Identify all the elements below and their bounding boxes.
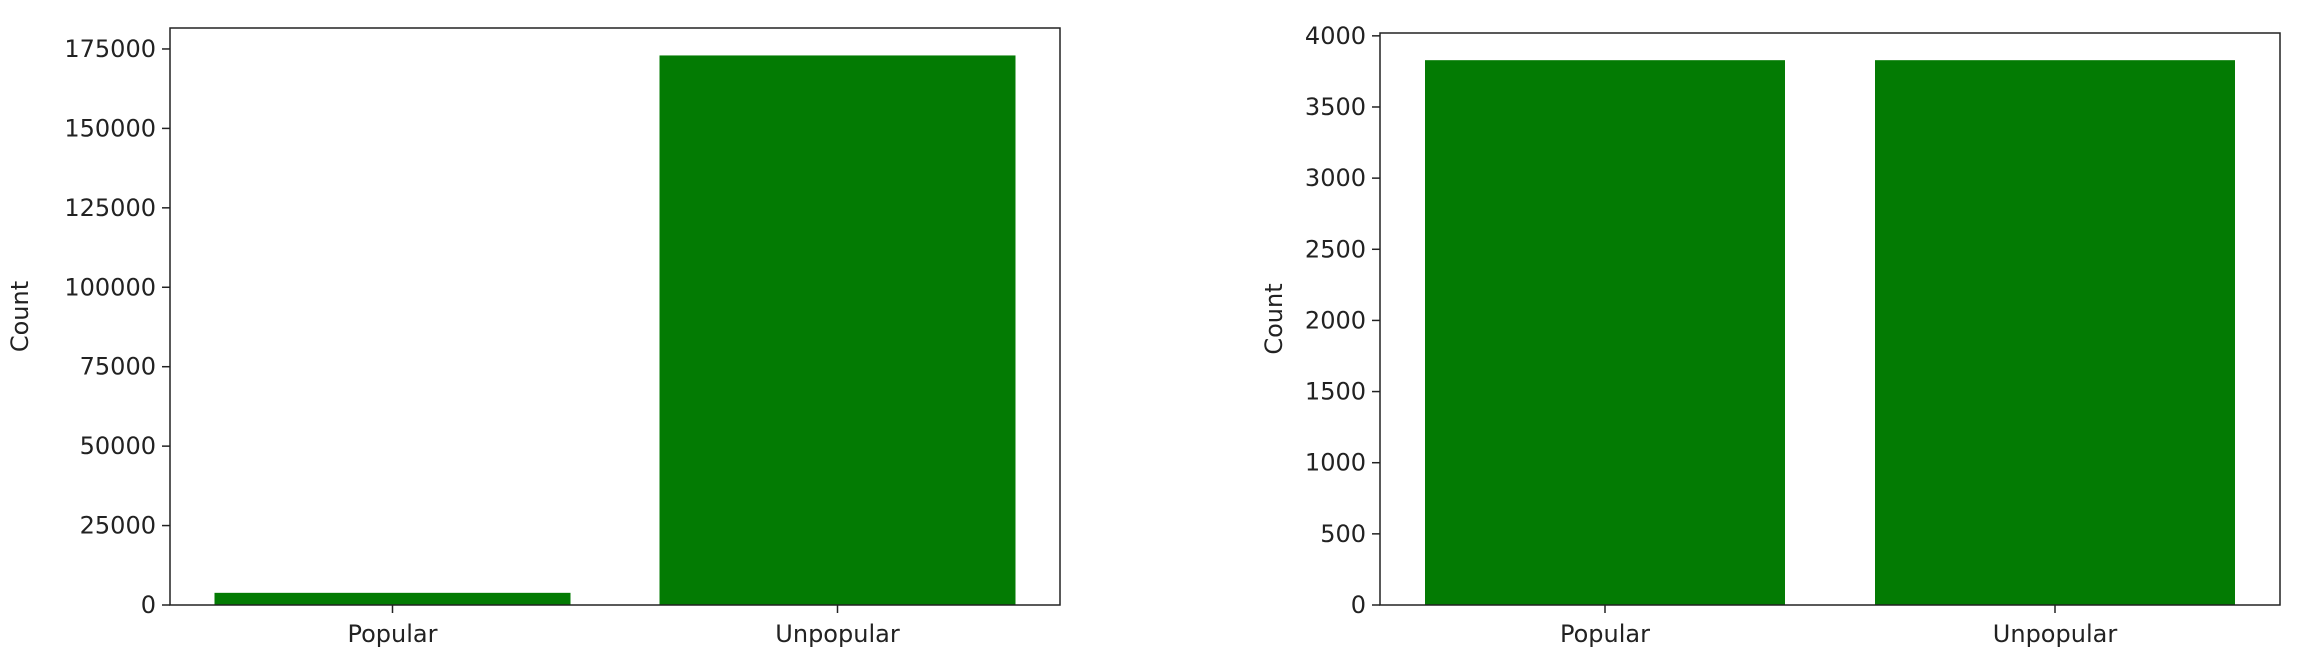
y-tick-label: 4000: [1305, 22, 1366, 50]
y-tick-label: 0: [141, 591, 156, 619]
bar-unpopular: [659, 55, 1016, 606]
y-tick-label: 75000: [80, 353, 156, 381]
y-tick-label: 2500: [1305, 235, 1366, 263]
y-tick-label: 0: [1351, 591, 1366, 619]
chart-left: Popular Unpopular 0 25000 50000 75000 100000 12…: [6, 27, 1061, 648]
y-tick-label: 50000: [80, 432, 156, 460]
y-axis-label: Count: [1260, 283, 1288, 354]
x-tick-label-popular: Popular: [348, 620, 438, 648]
bar-unpopular: [1875, 60, 2235, 605]
y-tick-label: 3500: [1305, 93, 1366, 121]
chart-right: Popular Unpopular 0 500 1000 1500 2000 2500 3000…: [1260, 22, 2281, 648]
x-tick-label-popular: Popular: [1560, 620, 1650, 648]
plot-frame: [169, 27, 1061, 606]
y-tick-label: 3000: [1305, 164, 1366, 192]
y-axis-label: Count: [6, 281, 34, 352]
x-tick-label-unpopular: Unpopular: [775, 620, 900, 648]
bar-popular: [1425, 60, 1785, 605]
y-tick-label: 100000: [64, 273, 156, 301]
y-tick-label: 500: [1320, 520, 1366, 548]
y-tick-label: 125000: [64, 194, 156, 222]
y-tick-label: 25000: [80, 512, 156, 540]
y-tick-label: 175000: [64, 35, 156, 63]
y-tick-label: 1000: [1305, 449, 1366, 477]
bar-popular: [214, 592, 571, 605]
y-tick-label: 2000: [1305, 306, 1366, 334]
y-tick-label: 150000: [64, 114, 156, 142]
y-tick-label: 1500: [1305, 378, 1366, 406]
x-tick-label-unpopular: Unpopular: [1993, 620, 2118, 648]
plot-frame: [1379, 32, 2281, 606]
